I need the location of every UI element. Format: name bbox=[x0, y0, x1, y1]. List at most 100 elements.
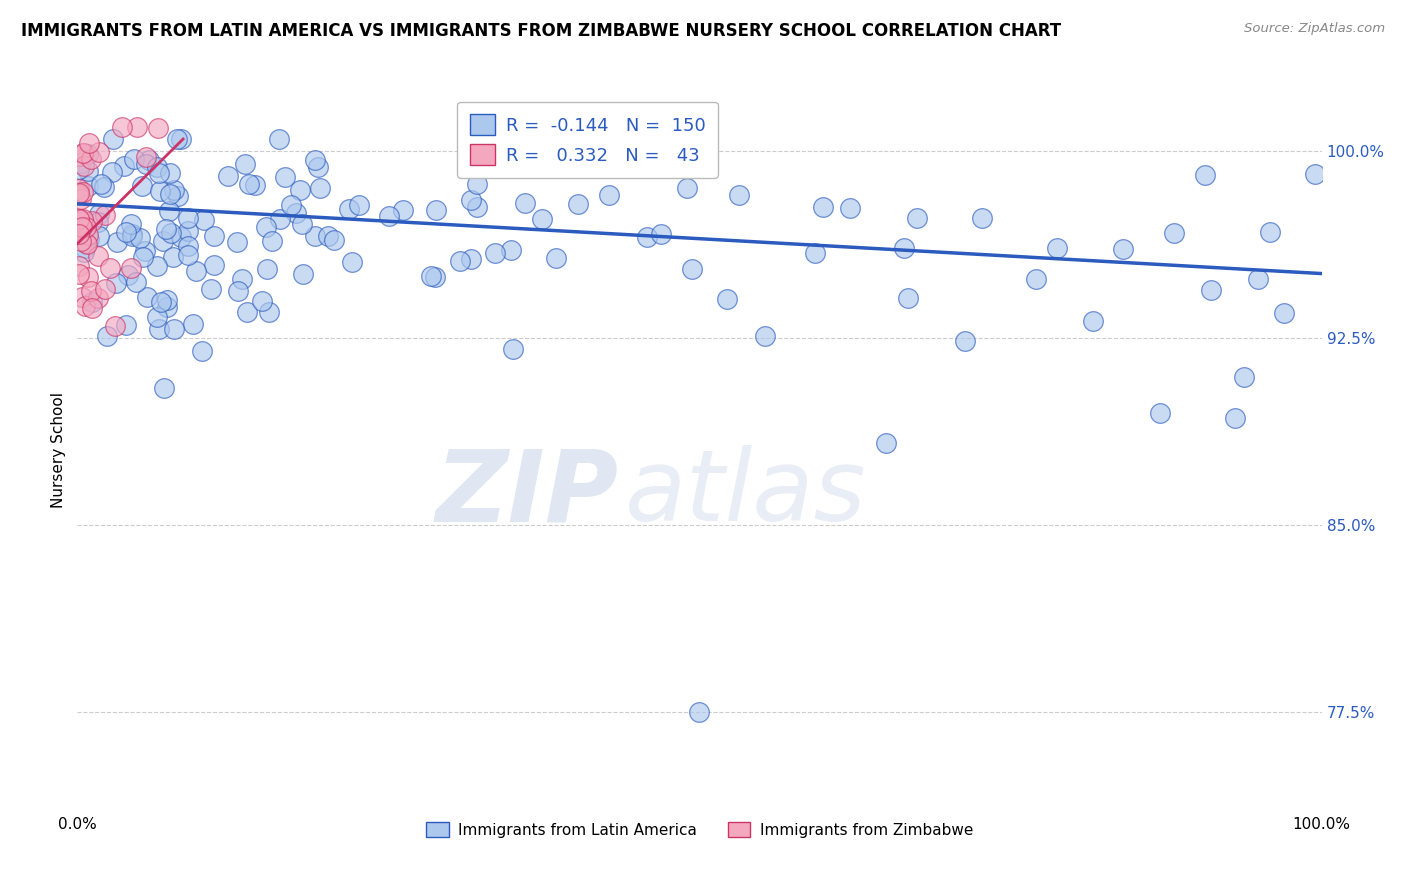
Point bbox=[1223, 411, 1246, 425]
Point bbox=[875, 436, 897, 450]
Text: Source: ZipAtlas.com: Source: ZipAtlas.com bbox=[1244, 22, 1385, 36]
Point bbox=[1303, 167, 1326, 181]
Point bbox=[72, 215, 94, 229]
Point bbox=[132, 250, 155, 264]
Point bbox=[1081, 314, 1104, 328]
Point bbox=[146, 259, 169, 273]
Point bbox=[93, 281, 115, 295]
Point bbox=[153, 381, 176, 395]
Point bbox=[557, 161, 579, 175]
Point bbox=[176, 247, 198, 261]
Point bbox=[152, 234, 174, 248]
Point bbox=[256, 261, 278, 276]
Point bbox=[273, 169, 295, 184]
Point bbox=[284, 205, 307, 219]
Point bbox=[804, 246, 827, 260]
Point bbox=[425, 202, 447, 217]
Legend: Immigrants from Latin America, Immigrants from Zimbabwe: Immigrants from Latin America, Immigrant… bbox=[420, 815, 979, 844]
Point bbox=[181, 317, 204, 331]
Point bbox=[75, 299, 97, 313]
Point bbox=[163, 183, 186, 197]
Text: ZIP: ZIP bbox=[436, 445, 619, 542]
Point bbox=[1046, 241, 1069, 255]
Point bbox=[502, 343, 524, 357]
Point bbox=[72, 186, 94, 200]
Point bbox=[484, 245, 506, 260]
Point bbox=[465, 201, 488, 215]
Point bbox=[82, 301, 104, 316]
Point bbox=[1194, 168, 1216, 182]
Point bbox=[135, 150, 157, 164]
Point bbox=[425, 269, 447, 284]
Point bbox=[170, 229, 193, 244]
Point bbox=[163, 322, 186, 336]
Point bbox=[105, 235, 128, 249]
Point bbox=[259, 304, 281, 318]
Point bbox=[114, 225, 136, 239]
Point bbox=[893, 241, 915, 255]
Point bbox=[67, 161, 90, 176]
Point bbox=[129, 230, 152, 244]
Point bbox=[120, 260, 142, 275]
Point bbox=[1233, 369, 1256, 384]
Point bbox=[67, 182, 90, 196]
Point bbox=[598, 188, 620, 202]
Point bbox=[77, 179, 100, 194]
Point bbox=[233, 157, 256, 171]
Point bbox=[1272, 306, 1295, 320]
Point bbox=[70, 235, 93, 249]
Point bbox=[77, 232, 100, 246]
Point bbox=[76, 163, 98, 178]
Point bbox=[280, 198, 302, 212]
Point bbox=[125, 275, 148, 289]
Point bbox=[77, 228, 100, 243]
Point bbox=[117, 268, 139, 283]
Point bbox=[89, 145, 111, 159]
Point bbox=[67, 212, 90, 227]
Point bbox=[307, 161, 329, 175]
Point bbox=[135, 156, 157, 170]
Point bbox=[146, 160, 169, 174]
Point bbox=[72, 211, 94, 226]
Point bbox=[460, 194, 482, 208]
Point bbox=[1247, 272, 1270, 286]
Point bbox=[316, 228, 339, 243]
Point bbox=[159, 186, 181, 201]
Point bbox=[76, 237, 98, 252]
Text: IMMIGRANTS FROM LATIN AMERICA VS IMMIGRANTS FROM ZIMBABWE NURSERY SCHOOL CORRELA: IMMIGRANTS FROM LATIN AMERICA VS IMMIGRA… bbox=[21, 22, 1062, 40]
Point bbox=[499, 244, 522, 258]
Point bbox=[681, 262, 703, 277]
Point bbox=[689, 705, 711, 719]
Point bbox=[970, 211, 993, 226]
Point bbox=[177, 239, 200, 253]
Point bbox=[1149, 406, 1171, 420]
Point bbox=[636, 229, 658, 244]
Point bbox=[87, 207, 110, 221]
Point bbox=[149, 294, 172, 309]
Point bbox=[80, 295, 103, 310]
Point bbox=[75, 219, 97, 234]
Point bbox=[269, 132, 291, 146]
Point bbox=[76, 270, 98, 285]
Point bbox=[121, 228, 143, 243]
Point bbox=[148, 121, 170, 136]
Point bbox=[67, 227, 90, 241]
Point bbox=[754, 329, 776, 343]
Point bbox=[250, 293, 273, 308]
Point bbox=[148, 322, 170, 336]
Point bbox=[72, 245, 94, 260]
Point bbox=[162, 250, 184, 264]
Point bbox=[77, 147, 100, 161]
Point bbox=[75, 236, 97, 251]
Point bbox=[73, 146, 96, 161]
Point bbox=[156, 300, 179, 314]
Point bbox=[79, 152, 101, 166]
Point bbox=[728, 188, 751, 202]
Point bbox=[67, 149, 90, 163]
Point bbox=[77, 136, 100, 150]
Point bbox=[236, 305, 259, 319]
Y-axis label: Nursery School: Nursery School bbox=[51, 392, 66, 508]
Point bbox=[191, 343, 214, 358]
Point bbox=[288, 183, 311, 197]
Point bbox=[167, 188, 190, 202]
